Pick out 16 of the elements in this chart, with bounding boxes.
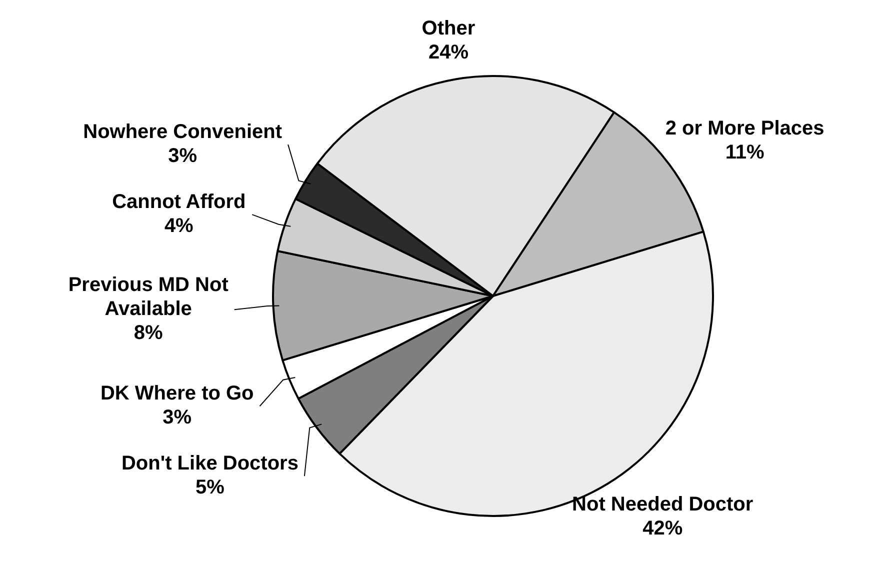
slice-label: Not Needed Doctor — [572, 494, 754, 516]
data-label: 24% — [428, 41, 469, 64]
slice-label: Don't Like Doctors — [121, 452, 298, 475]
data-label: 3% — [162, 406, 192, 429]
slice-label: Nowhere Convenient — [83, 121, 282, 144]
slice-label: Other — [422, 17, 476, 40]
slice-label: Cannot Afford — [112, 191, 246, 214]
slice-label: Previous MD Not Available — [68, 274, 229, 320]
data-label: 8% — [134, 322, 164, 344]
slice-label: DK Where to Go — [100, 382, 254, 405]
data-label: 3% — [168, 145, 198, 168]
data-label: 42% — [642, 518, 683, 540]
data-label: 5% — [195, 476, 225, 499]
slice-label: 2 or More Places — [665, 117, 824, 140]
data-label: 4% — [164, 215, 194, 238]
data-label: 11% — [725, 141, 764, 164]
